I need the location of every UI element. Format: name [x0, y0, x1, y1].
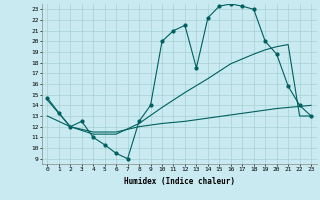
X-axis label: Humidex (Indice chaleur): Humidex (Indice chaleur) [124, 177, 235, 186]
